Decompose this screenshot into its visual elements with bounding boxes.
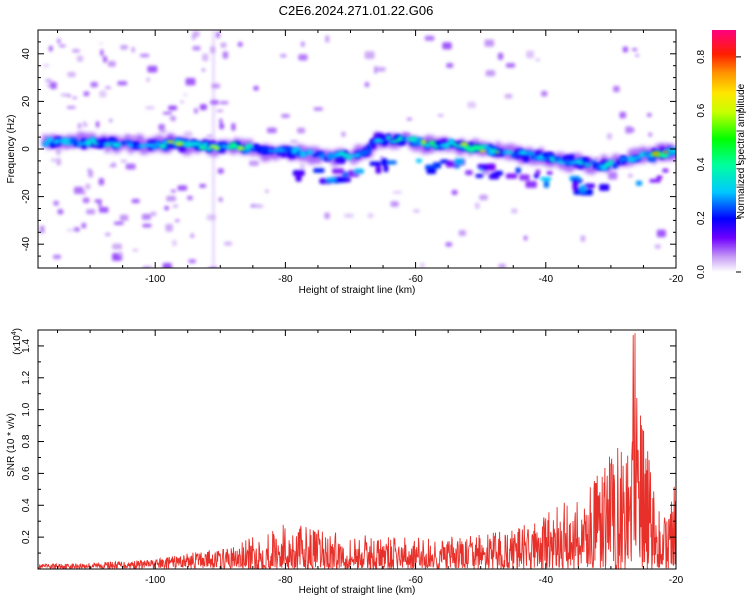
colorbar-tick-label: 0.0 xyxy=(696,265,707,279)
figure-title: C2E6.2024.271.01.22.G06 xyxy=(279,3,434,18)
spectrogram-ytick-label: -40 xyxy=(21,237,32,252)
snr-scale-factor: (x104) xyxy=(11,328,23,355)
snr-xtick-label: -60 xyxy=(408,575,423,586)
spectrogram-xtick-label: -100 xyxy=(145,274,165,285)
spectrogram-ytick-label: 20 xyxy=(21,95,32,107)
snr-ytick-label: 1.2 xyxy=(21,370,32,384)
snr-ylabel: SNR (10 * v/v) xyxy=(6,413,17,477)
snr-ytick-label: 0.8 xyxy=(21,434,32,448)
snr-xlabel: Height of straight line (km) xyxy=(299,585,416,596)
snr-ytick-label: 1.4 xyxy=(21,339,32,353)
snr-ytick-label: 0.2 xyxy=(21,530,32,544)
spectrogram-xtick-label: -60 xyxy=(408,274,423,285)
colorbar-tick-label: 0.2 xyxy=(696,211,707,225)
snr-ytick-label: 0.6 xyxy=(21,466,32,480)
snr-ytick-label: 1.0 xyxy=(21,402,32,416)
colorbar-gradient xyxy=(712,30,736,272)
spectrogram-panel: -100 -80 -60 -40 -20 -40 -20 0 20 40 Height of st… xyxy=(6,29,684,296)
colorbar-label: Normalized spectral amplitude xyxy=(736,83,747,218)
snr-xtick-label: -20 xyxy=(669,575,684,586)
snr-xtick-label: -40 xyxy=(539,575,554,586)
snr-xtick-label: -100 xyxy=(145,575,165,586)
colorbar-tick-label: 0.8 xyxy=(696,50,707,64)
snr-panel: -100 -80 -60 -40 -20 0.2 0.4 0.6 0.8 1.0 1.2 1.4 He… xyxy=(6,328,684,596)
spectrogram-ytick-label: -20 xyxy=(21,189,32,204)
spectrogram-ytick-label: 0 xyxy=(21,146,32,152)
colorbar-tick-label: 0.6 xyxy=(696,103,707,117)
spectrogram-xtick-label: -40 xyxy=(539,274,554,285)
spectrogram-xlabel: Height of straight line (km) xyxy=(299,285,416,296)
spectrogram-xtick-label: -20 xyxy=(669,274,684,285)
spectrogram-xtick-label: -80 xyxy=(278,274,293,285)
colorbar-tick-label: 0.4 xyxy=(696,157,707,171)
snr-xtick-label: -80 xyxy=(278,575,293,586)
spectrogram-ylabel: Frequency (Hz) xyxy=(6,115,17,184)
colorbar: 0.0 0.2 0.4 0.6 0.8 Normalized spectral ampl… xyxy=(696,30,747,279)
spectrogram-ytick-label: 40 xyxy=(21,48,32,60)
snr-series-line xyxy=(38,333,676,569)
spectrogram-ridge xyxy=(42,131,676,196)
snr-ytick-label: 0.4 xyxy=(21,498,32,512)
snr-frame xyxy=(37,329,677,570)
